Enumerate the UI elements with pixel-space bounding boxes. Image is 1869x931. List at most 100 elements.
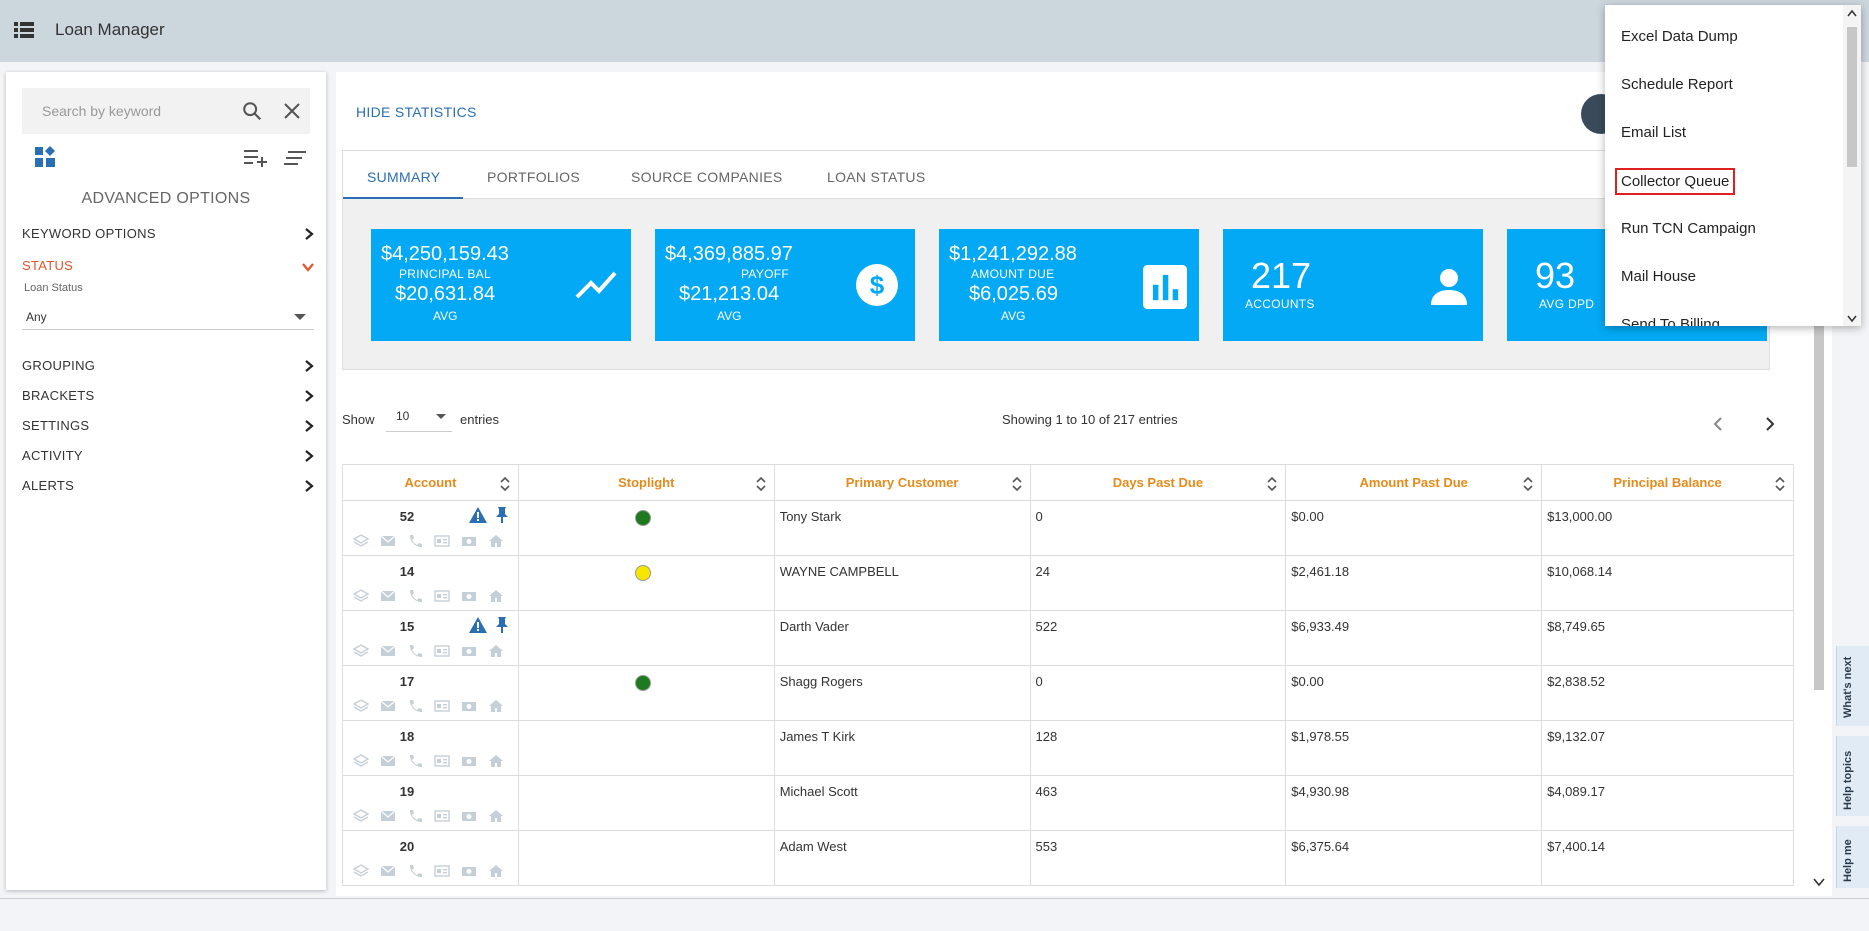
playlist-add-icon[interactable] [244, 148, 268, 168]
sort-lines-icon[interactable] [284, 150, 306, 166]
account-number[interactable]: 18 [399, 729, 415, 744]
email-icon[interactable] [380, 534, 396, 548]
email-icon[interactable] [380, 589, 396, 603]
menu-item-email-list[interactable]: Email List [1621, 124, 1687, 141]
column-header-primary-customer[interactable]: Primary Customer [773, 464, 1031, 501]
help-topics-tab[interactable]: Help topics [1836, 736, 1869, 816]
account-number[interactable]: 20 [399, 839, 415, 854]
sidebar-item-brackets[interactable]: BRACKETS [22, 388, 314, 408]
loan-status-select[interactable]: Any [22, 302, 314, 330]
menu-item-schedule-report[interactable]: Schedule Report [1621, 76, 1733, 93]
phone-icon[interactable] [407, 754, 423, 768]
page-size-select[interactable]: 10 [386, 404, 452, 432]
menu-item-send-to-billing[interactable]: Send To Billing [1621, 316, 1720, 326]
phone-icon[interactable] [407, 644, 423, 658]
email-icon[interactable] [380, 864, 396, 878]
scroll-down-icon[interactable] [1847, 313, 1857, 323]
table-row[interactable]: 15 Darth Vader 522 $6,933.49 $8,749.65 [342, 610, 1794, 666]
id-card-icon[interactable] [434, 699, 450, 713]
sidebar-item-activity[interactable]: ACTIVITY [22, 448, 314, 468]
menu-list-icon[interactable] [14, 22, 34, 38]
id-card-icon[interactable] [434, 589, 450, 603]
chevron-right-icon[interactable] [1764, 416, 1776, 432]
id-card-icon[interactable] [434, 534, 450, 548]
column-header-principal-balance[interactable]: Principal Balance [1541, 464, 1794, 501]
phone-icon[interactable] [407, 699, 423, 713]
menu-item-run-tcn-campaign[interactable]: Run TCN Campaign [1621, 220, 1756, 237]
home-icon[interactable] [488, 534, 504, 548]
search-input[interactable] [22, 88, 222, 134]
warning-icon[interactable] [469, 507, 487, 523]
home-icon[interactable] [488, 644, 504, 658]
help-me-tab[interactable]: Help me [1836, 826, 1869, 888]
home-icon[interactable] [488, 809, 504, 823]
phone-icon[interactable] [407, 589, 423, 603]
column-header-stoplight[interactable]: Stoplight [517, 464, 775, 501]
layers-icon[interactable] [352, 699, 370, 713]
chevron-left-icon[interactable] [1712, 416, 1724, 432]
account-number[interactable]: 52 [399, 509, 415, 524]
id-card-icon[interactable] [434, 809, 450, 823]
scroll-down-icon[interactable] [1812, 876, 1826, 888]
phone-icon[interactable] [407, 534, 423, 548]
account-number[interactable]: 17 [399, 674, 415, 689]
column-header-amount-past-due[interactable]: Amount Past Due [1285, 464, 1543, 501]
tab-portfolios[interactable]: PORTFOLIOS [487, 169, 580, 185]
id-card-icon[interactable] [434, 754, 450, 768]
email-icon[interactable] [380, 754, 396, 768]
home-icon[interactable] [488, 864, 504, 878]
sidebar-item-keyword-options[interactable]: KEYWORD OPTIONS [22, 226, 314, 246]
layers-icon[interactable] [352, 754, 370, 768]
tab-source-companies[interactable]: SOURCE COMPANIES [631, 169, 783, 185]
layers-icon[interactable] [352, 864, 370, 878]
main-scrollbar[interactable] [1814, 320, 1824, 690]
money-icon[interactable] [461, 644, 477, 658]
menu-item-collector-queue[interactable]: Collector Queue [1614, 168, 1736, 195]
layers-icon[interactable] [352, 589, 370, 603]
sidebar-item-alerts[interactable]: ALERTS [22, 478, 314, 498]
sidebar-item-status[interactable]: STATUS [22, 258, 314, 278]
table-row[interactable]: 19 Michael Scott 463 $4,930.98 $4,089.17 [342, 775, 1794, 831]
email-icon[interactable] [380, 809, 396, 823]
tab-loan-status[interactable]: LOAN STATUS [827, 169, 926, 185]
tab-summary[interactable]: SUMMARY [367, 169, 441, 185]
dropdown-scrollbar[interactable] [1843, 5, 1861, 326]
layers-icon[interactable] [352, 644, 370, 658]
menu-item-mail-house[interactable]: Mail House [1621, 268, 1697, 285]
table-row[interactable]: 20 Adam West 553 $6,375.64 $7,400.14 [342, 830, 1794, 886]
layers-icon[interactable] [352, 809, 370, 823]
menu-item-excel-data-dump[interactable]: Excel Data Dump [1621, 28, 1738, 45]
money-icon[interactable] [461, 809, 477, 823]
home-icon[interactable] [488, 699, 504, 713]
warning-icon[interactable] [469, 617, 487, 633]
close-icon[interactable] [282, 101, 302, 121]
hide-statistics-link[interactable]: HIDE STATISTICS [356, 104, 477, 120]
column-header-days-past-due[interactable]: Days Past Due [1029, 464, 1287, 501]
id-card-icon[interactable] [434, 864, 450, 878]
money-icon[interactable] [461, 589, 477, 603]
search-icon[interactable] [241, 100, 263, 122]
table-row[interactable]: 18 James T Kirk 128 $1,978.55 $9,132.07 [342, 720, 1794, 776]
column-header-account[interactable]: Account [342, 464, 519, 501]
dropdown-scroll-thumb[interactable] [1847, 27, 1857, 167]
pin-icon[interactable] [495, 507, 509, 523]
pin-icon[interactable] [495, 617, 509, 633]
money-icon[interactable] [461, 754, 477, 768]
money-icon[interactable] [461, 864, 477, 878]
layers-icon[interactable] [352, 534, 370, 548]
home-icon[interactable] [488, 589, 504, 603]
account-number[interactable]: 15 [399, 619, 415, 634]
table-row[interactable]: 14 WAYNE CAMPBELL 24 $2,461.18 $10,068.14 [342, 555, 1794, 611]
table-row[interactable]: 52 Tony Stark 0 $0.00 $13,000.00 [342, 500, 1794, 556]
sidebar-item-settings[interactable]: SETTINGS [22, 418, 314, 438]
sidebar-item-grouping[interactable]: GROUPING [22, 358, 314, 378]
money-icon[interactable] [461, 699, 477, 713]
id-card-icon[interactable] [434, 644, 450, 658]
account-number[interactable]: 19 [399, 784, 415, 799]
dashboard-add-icon[interactable] [34, 146, 56, 168]
table-row[interactable]: 17 Shagg Rogers 0 $0.00 $2,838.52 [342, 665, 1794, 721]
email-icon[interactable] [380, 644, 396, 658]
home-icon[interactable] [488, 754, 504, 768]
scroll-up-icon[interactable] [1847, 9, 1857, 19]
account-number[interactable]: 14 [399, 564, 415, 579]
